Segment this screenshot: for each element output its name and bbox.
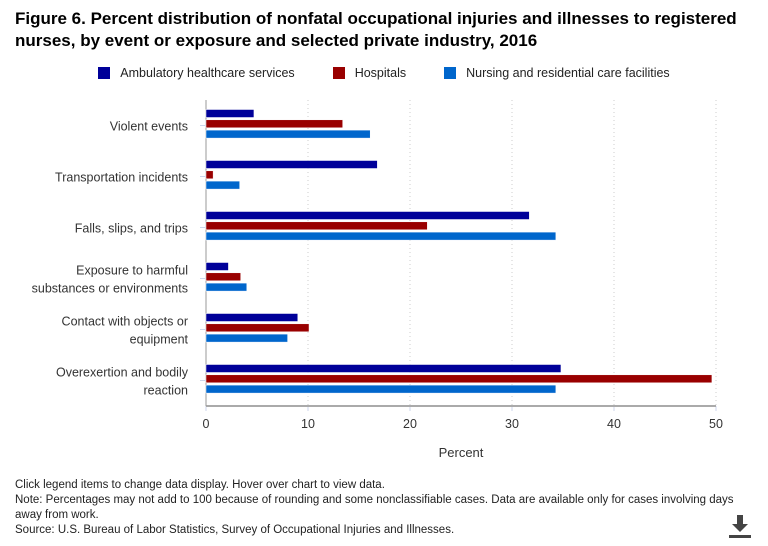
bar — [205, 180, 240, 190]
category-label: Overexertion and bodily — [56, 366, 189, 380]
legend-swatch — [98, 67, 111, 79]
bar — [205, 129, 371, 139]
bar — [205, 333, 288, 343]
x-axis-title: Percent — [439, 445, 484, 460]
download-icon[interactable] — [728, 514, 752, 540]
bar — [205, 211, 530, 220]
legend-item[interactable]: Hospitals — [332, 66, 407, 80]
bar — [205, 364, 562, 373]
bar — [205, 221, 428, 231]
note-source: Source: U.S. Bureau of Labor Statistics,… — [15, 524, 455, 536]
category-label: equipment — [130, 333, 189, 347]
legend: Ambulatory healthcare services Hospitals N… — [0, 66, 768, 80]
bar — [205, 231, 557, 241]
bar — [205, 119, 343, 129]
x-tick-label: 20 — [403, 417, 417, 431]
bar — [205, 384, 557, 394]
bar — [205, 262, 229, 271]
category-label: Violent events — [110, 120, 188, 134]
note-hint: Click legend items to change data displa… — [15, 479, 385, 491]
category-label: Falls, slips, and trips — [75, 222, 188, 236]
x-tick-label: 40 — [607, 417, 621, 431]
legend-swatch — [444, 67, 457, 79]
bar — [205, 170, 214, 180]
note-rounding: Note: Percentages may not add to 100 bec… — [15, 494, 734, 521]
x-tick-label: 10 — [301, 417, 315, 431]
category-label: reaction — [144, 384, 189, 398]
x-tick-label: 0 — [203, 417, 210, 431]
category-label: Contact with objects or — [62, 315, 188, 329]
legend-label: Nursing and residential care facilities — [466, 66, 670, 80]
bar — [205, 272, 241, 282]
bar — [205, 313, 299, 322]
x-tick-label: 50 — [709, 417, 723, 431]
legend-label: Ambulatory healthcare services — [120, 66, 295, 80]
legend-item[interactable]: Ambulatory healthcare services — [98, 66, 295, 80]
category-label: substances or environments — [32, 282, 188, 296]
legend-label: Hospitals — [354, 66, 407, 80]
legend-item[interactable]: Nursing and residential care facilities — [444, 66, 670, 80]
category-label: Transportation incidents — [55, 171, 188, 185]
category-label: Exposure to harmful — [76, 264, 188, 278]
bar-chart[interactable]: 0 10 20 30 40 50 Percent Violent events Transpor… — [0, 0, 768, 470]
chart-title: Figure 6. Percent distribution of nonfat… — [15, 9, 737, 50]
bar — [205, 374, 713, 384]
notes: Click legend items to change data displa… — [15, 478, 735, 538]
bar — [205, 160, 378, 169]
bar — [205, 282, 248, 292]
bar — [205, 109, 255, 118]
legend-swatch — [332, 67, 345, 79]
x-tick-label: 30 — [505, 417, 519, 431]
bar — [205, 323, 310, 333]
